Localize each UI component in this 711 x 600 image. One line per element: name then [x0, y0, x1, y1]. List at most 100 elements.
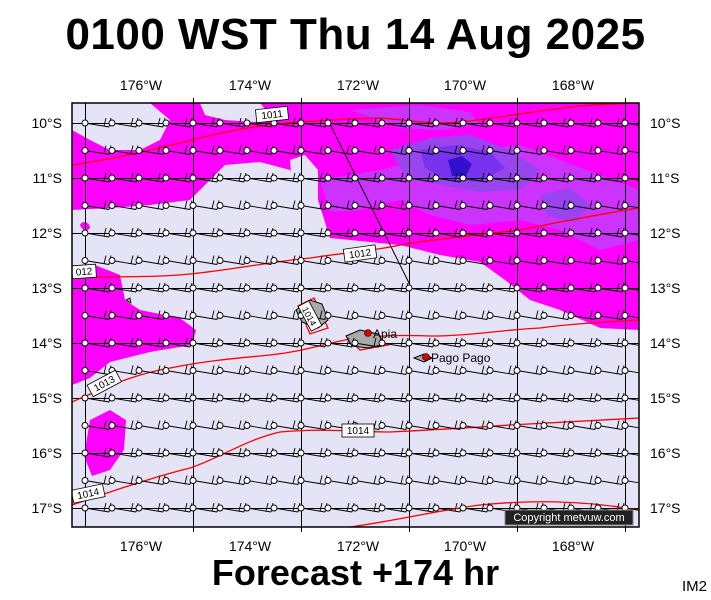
- wind-barb: [108, 310, 139, 320]
- wind-barb: [405, 200, 436, 210]
- isobar-label-1014: 1014: [347, 426, 370, 437]
- wind-barb: [81, 172, 112, 183]
- lon-label: 172°W: [337, 538, 380, 554]
- axis-ticks: [193, 98, 626, 532]
- wind-barb: [324, 447, 355, 458]
- wind-barb: [378, 255, 409, 265]
- wind-barb: [162, 145, 193, 155]
- wind-barb: [135, 475, 166, 485]
- wind-barb: [297, 420, 328, 430]
- wind-barb: [459, 337, 490, 348]
- wind-barb: [405, 117, 436, 128]
- wind-barb: [621, 202, 639, 209]
- map-frame: [71, 102, 640, 528]
- isobar-label: 012: [72, 263, 97, 280]
- wind-barb: [513, 310, 544, 320]
- wind-barb: [486, 200, 517, 210]
- wind-barb: [216, 172, 247, 183]
- wind-barb: [513, 282, 544, 293]
- lon-label: 174°W: [229, 77, 272, 93]
- wind-barb: [594, 282, 625, 293]
- wind-barb: [324, 365, 355, 375]
- wind-barb: [432, 502, 463, 513]
- wind-barb: [378, 420, 409, 430]
- isobar-label: 1014: [341, 423, 375, 438]
- lat-label: 16°S: [31, 445, 62, 461]
- wind-barb: [216, 502, 247, 513]
- lon-label: 176°W: [120, 538, 163, 554]
- wind-barb: [189, 145, 220, 155]
- wind-barb: [540, 172, 571, 183]
- wind-barb: [459, 420, 490, 430]
- wind-barb: [135, 420, 166, 430]
- wind-barb: [189, 337, 220, 348]
- wind-barb: [459, 145, 490, 155]
- chart-title: 0100 WST Thu 14 Aug 2025: [65, 10, 646, 59]
- wind-barb: [459, 117, 490, 128]
- wind-barb: [108, 255, 139, 265]
- wind-barb: [324, 502, 355, 513]
- wind-barb: [567, 392, 598, 403]
- lat-label: 12°S: [650, 225, 681, 241]
- model-id: IM2: [681, 578, 707, 595]
- wind-barb: [513, 475, 544, 485]
- wind-barb: [270, 255, 301, 265]
- wind-barb: [378, 310, 409, 320]
- wind-barb: [594, 145, 625, 155]
- lon-labels-bottom: 176°W 174°W 172°W 170°W 168°W: [120, 538, 595, 554]
- isobar-label-1011: 1011: [261, 109, 284, 122]
- isobar-label-1012: 1012: [348, 247, 372, 261]
- map-area: 1011 1012 012 1013 1014 1014: [72, 103, 639, 527]
- lon-label: 174°W: [229, 538, 272, 554]
- wind-barb: [324, 172, 355, 183]
- wind-barb: [540, 310, 571, 320]
- wind-barb: [378, 145, 409, 155]
- wind-barb: [189, 475, 220, 485]
- wind-barb: [270, 337, 301, 348]
- wind-barb: [540, 392, 571, 403]
- wind-barb: [594, 172, 625, 183]
- wind-barb: [459, 392, 490, 403]
- wind-barb: [108, 420, 139, 430]
- lat-label: 14°S: [650, 335, 681, 351]
- wind-barb: [351, 227, 382, 238]
- wind-barb: [108, 337, 139, 348]
- wind-barb: [594, 310, 625, 320]
- wind-barb: [459, 255, 490, 265]
- wind-barb: [81, 145, 112, 155]
- wind-barb: [351, 475, 382, 485]
- wind-barb: [297, 117, 328, 128]
- wind-barb: [486, 255, 517, 265]
- wind-barb: [378, 475, 409, 485]
- lat-label: 12°S: [31, 225, 62, 241]
- wind-barb: [351, 145, 382, 155]
- lon-label: 168°W: [552, 538, 595, 554]
- wind-barb: [243, 420, 274, 430]
- wind-barb: [216, 145, 247, 155]
- wind-barb: [432, 337, 463, 348]
- wind-barb: [81, 200, 112, 210]
- wind-barb: [513, 420, 544, 430]
- place-label-apia: Apia: [373, 327, 397, 341]
- wind-barb: [189, 447, 220, 458]
- wind-barb: [81, 255, 112, 265]
- lon-label: 176°W: [120, 77, 163, 93]
- wind-barb: [162, 227, 193, 238]
- place-label-pago-pago: Pago Pago: [431, 351, 491, 365]
- wind-barb: [351, 502, 382, 513]
- wind-barb: [162, 310, 193, 320]
- wind-barb: [351, 282, 382, 293]
- wind-barb: [135, 282, 166, 293]
- wind-barb: [567, 117, 598, 128]
- wind-barb: [432, 255, 463, 265]
- copyright-text: Copyright metvuw.com: [513, 512, 624, 524]
- wind-barb: [540, 227, 571, 238]
- lat-label: 15°S: [650, 390, 681, 406]
- wind-barb: [459, 172, 490, 183]
- lat-label: 14°S: [31, 335, 62, 351]
- wind-barb: [108, 502, 139, 513]
- wind-barb: [432, 420, 463, 430]
- lon-label: 168°W: [552, 77, 595, 93]
- pago-pago-marker: [422, 353, 430, 361]
- wind-barb: [486, 227, 517, 238]
